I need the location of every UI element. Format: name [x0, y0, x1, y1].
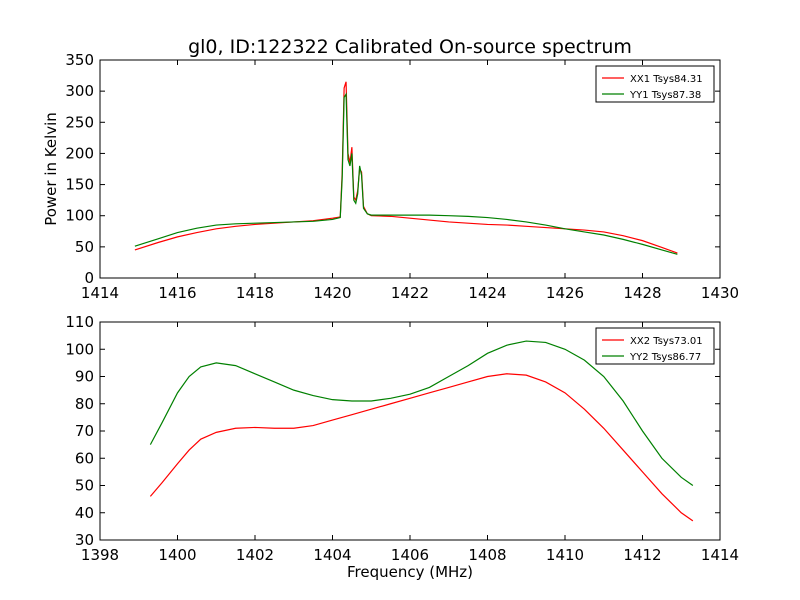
legend-entry: YY2 Tsys86.77 — [629, 352, 701, 363]
y-tick-label: 40 — [75, 504, 94, 522]
legend-box — [595, 327, 715, 365]
bottom-panel: 1398 1400 1402 1404 1406 1408 1410 1412 1414 30 40… — [65, 313, 739, 581]
series-line-red — [149, 373, 694, 522]
x-tick-label: 1408 — [468, 546, 506, 564]
x-tick-label: 1414 — [701, 546, 739, 564]
series-line-green — [149, 340, 694, 486]
y-tick-label: 110 — [65, 313, 94, 331]
x-tick-label: 1424 — [468, 284, 506, 302]
x-tick-label: 1402 — [236, 546, 274, 564]
y-axis-label: Power in Kelvin — [42, 112, 60, 226]
x-tick-label: 1400 — [158, 546, 196, 564]
series-line-red — [134, 81, 678, 254]
figure-title: gl0, ID:122322 Calibrated On-source spec… — [188, 36, 632, 58]
y-tick-label: 50 — [75, 238, 94, 256]
x-tick-label: 1422 — [391, 284, 429, 302]
x-tick-label: 1418 — [236, 284, 274, 302]
y-tick-label: 250 — [65, 113, 94, 131]
x-tick-label: 1406 — [391, 546, 429, 564]
y-tick-label: 0 — [84, 269, 94, 287]
y-tick-label: 350 — [65, 51, 94, 69]
y-tick-label: 90 — [75, 368, 94, 386]
x-tick-label: 1398 — [81, 546, 119, 564]
legend-entry: XX1 Tsys84.31 — [630, 74, 703, 85]
series-line-green — [134, 92, 678, 255]
legend-box — [595, 65, 715, 103]
x-tick-label: 1416 — [158, 284, 196, 302]
y-tick-label: 80 — [75, 395, 94, 413]
x-tick-label: 1404 — [313, 546, 351, 564]
x-tick-label: 1420 — [313, 284, 351, 302]
x-tick-label: 1426 — [546, 284, 584, 302]
y-tick-label: 100 — [65, 340, 94, 358]
y-tick-label: 70 — [75, 422, 94, 440]
x-tick-label: 1414 — [81, 284, 119, 302]
x-axis-label: Frequency (MHz) — [347, 563, 473, 581]
top-panel: 1414 1416 1418 1420 1422 1424 1426 1428 1430 0 50 1… — [42, 51, 739, 302]
y-tick-label: 50 — [75, 477, 94, 495]
x-tick-label: 1428 — [623, 284, 661, 302]
y-tick-label: 200 — [65, 144, 94, 162]
y-tick-label: 100 — [65, 207, 94, 225]
y-tick-label: 300 — [65, 82, 94, 100]
x-tick-label: 1410 — [546, 546, 584, 564]
x-tick-label: 1430 — [701, 284, 739, 302]
x-tick-label: 1412 — [623, 546, 661, 564]
y-tick-label: 30 — [75, 531, 94, 549]
y-tick-label: 60 — [75, 449, 94, 467]
y-tick-label: 150 — [65, 176, 94, 194]
legend-entry: XX2 Tsys73.01 — [630, 336, 703, 347]
legend-entry: YY1 Tsys87.38 — [629, 90, 701, 101]
